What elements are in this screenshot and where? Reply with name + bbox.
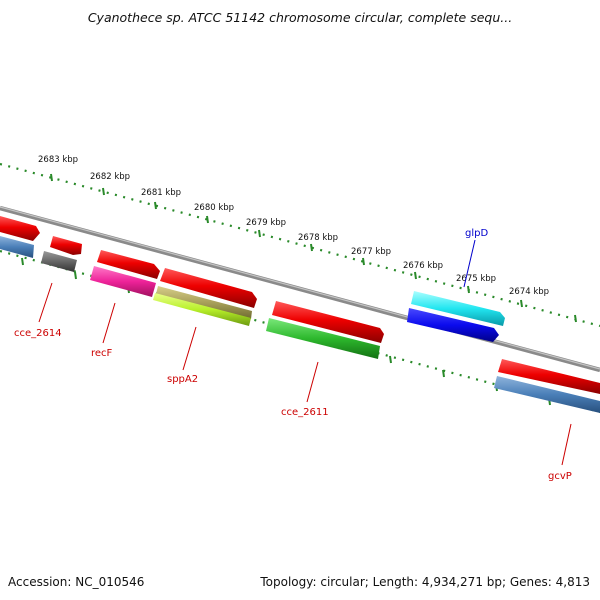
kbp-label: 2681 kbp xyxy=(141,188,181,198)
leader-lines xyxy=(38,239,572,466)
gene-arrow[interactable] xyxy=(494,376,600,413)
genome-summary-text: Topology: circular; Length: 4,934,271 bp… xyxy=(260,575,590,589)
gene-arrow[interactable] xyxy=(156,286,252,319)
gene-label-cce-2611[interactable]: cce_2611 xyxy=(281,407,329,418)
gene-arrow[interactable] xyxy=(498,359,600,394)
gene-arrow[interactable] xyxy=(0,216,40,241)
kbp-label: 2678 kbp xyxy=(298,233,338,243)
gene-arrow[interactable] xyxy=(407,308,499,342)
gene-arrow[interactable] xyxy=(160,268,257,308)
gene-label-sppa2[interactable]: sppA2 xyxy=(167,374,198,385)
kbp-label: 2683 kbp xyxy=(38,155,78,165)
gene-label-glpd[interactable]: glpD xyxy=(465,228,488,239)
gene-arrow[interactable] xyxy=(50,236,82,255)
chromosome-backbone xyxy=(0,205,600,373)
kbp-label: 2674 kbp xyxy=(509,287,549,297)
reverse-genes xyxy=(0,236,600,413)
gene-arrow[interactable] xyxy=(97,250,160,279)
gene-arrow[interactable] xyxy=(153,293,251,326)
kbp-label: 2677 kbp xyxy=(351,247,391,257)
kbp-label: 2675 kbp xyxy=(456,274,496,284)
gene-label-recf[interactable]: recF xyxy=(91,348,113,359)
forward-genes xyxy=(0,216,600,394)
gene-label-gcvp[interactable]: gcvP xyxy=(548,471,572,482)
outer-scale xyxy=(0,162,600,328)
scale-labels: 2683 kbp 2682 kbp 2681 kbp 2680 kbp 2679… xyxy=(38,155,549,297)
gene-arrow[interactable] xyxy=(266,318,380,359)
map-title: Cyanothece sp. ATCC 51142 chromosome cir… xyxy=(87,10,513,25)
accession-text: Accession: NC_010546 xyxy=(8,575,145,589)
kbp-label: 2676 kbp xyxy=(403,261,443,271)
gene-arrow[interactable] xyxy=(0,236,34,258)
kbp-label: 2679 kbp xyxy=(246,218,286,228)
gene-arrow[interactable] xyxy=(411,291,505,326)
outer-major-ticks xyxy=(50,173,577,323)
gene-arrow[interactable] xyxy=(272,301,384,343)
kbp-label: 2682 kbp xyxy=(90,172,130,182)
gene-label-cce-2614[interactable]: cce_2614 xyxy=(14,328,62,339)
gene-arrow[interactable] xyxy=(41,251,77,272)
kbp-label: 2680 kbp xyxy=(194,203,234,213)
gene-arrow[interactable] xyxy=(90,266,156,297)
